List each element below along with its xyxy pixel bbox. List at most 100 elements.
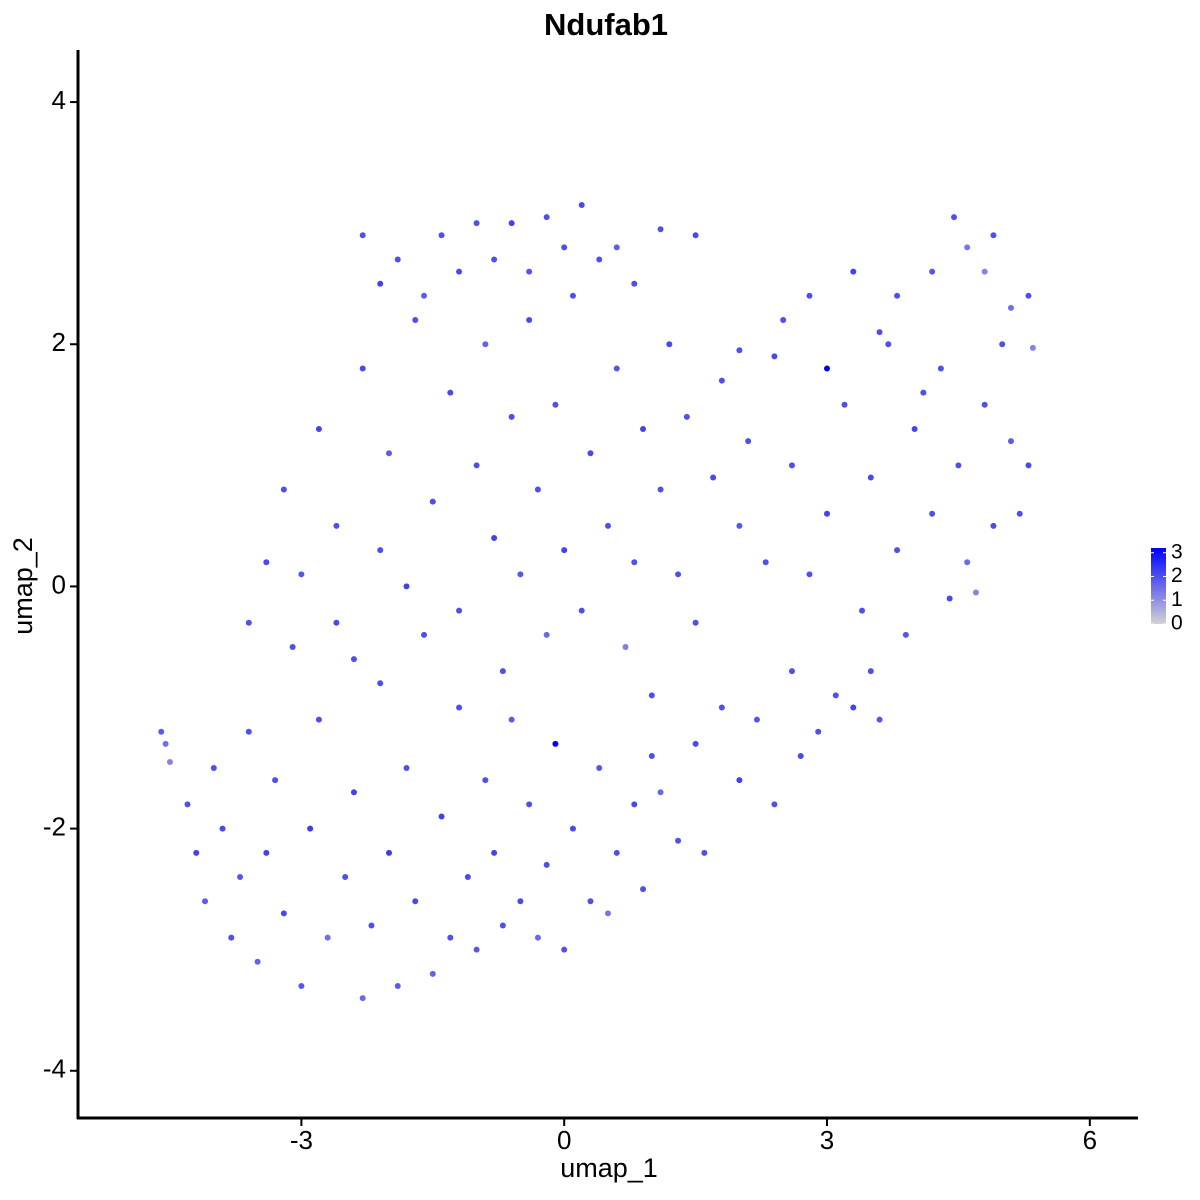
point — [710, 474, 717, 481]
point — [298, 571, 305, 578]
point — [951, 214, 958, 221]
point — [569, 825, 576, 832]
point — [824, 365, 831, 372]
point — [561, 946, 568, 953]
point — [859, 607, 866, 614]
point — [578, 607, 585, 614]
point — [981, 268, 988, 275]
colorbar — [1151, 548, 1166, 624]
point — [718, 704, 725, 711]
point — [394, 256, 401, 263]
point — [517, 571, 524, 578]
point — [569, 292, 576, 299]
point — [280, 486, 287, 493]
point — [263, 559, 270, 566]
point — [368, 922, 375, 929]
y-tick-label: 0 — [52, 569, 66, 599]
point — [1007, 304, 1014, 311]
point — [640, 886, 647, 893]
y-tick-label: 2 — [52, 327, 66, 357]
point — [631, 559, 638, 566]
point — [701, 849, 708, 856]
point — [1029, 344, 1036, 351]
point — [622, 643, 629, 650]
point — [692, 619, 699, 626]
point — [245, 728, 252, 735]
point — [692, 232, 699, 239]
point — [412, 898, 419, 905]
point — [280, 910, 287, 917]
x-tick-label: 6 — [1083, 1125, 1097, 1155]
point — [824, 510, 831, 517]
point — [832, 692, 839, 699]
point — [946, 595, 953, 602]
point — [359, 232, 366, 239]
point — [162, 740, 169, 747]
point — [613, 849, 620, 856]
point — [972, 589, 979, 596]
point — [736, 522, 743, 529]
point — [315, 716, 322, 723]
point — [377, 280, 384, 287]
point — [867, 668, 874, 675]
point — [482, 777, 489, 784]
point — [272, 777, 279, 784]
point — [894, 547, 901, 554]
point — [640, 426, 647, 433]
point — [771, 353, 778, 360]
point — [815, 728, 822, 735]
point — [657, 226, 664, 233]
point — [324, 934, 331, 941]
point — [552, 401, 559, 408]
point — [806, 292, 813, 299]
point — [657, 486, 664, 493]
point — [237, 874, 244, 881]
point — [508, 716, 515, 723]
point — [429, 498, 436, 505]
point — [447, 389, 454, 396]
point — [797, 752, 804, 759]
point — [561, 244, 568, 251]
point — [219, 825, 226, 832]
point — [193, 849, 200, 856]
point — [508, 220, 515, 227]
point — [894, 292, 901, 299]
y-axis-label: umap_2 — [8, 537, 38, 635]
point — [657, 789, 664, 796]
point — [166, 759, 173, 765]
point — [771, 801, 778, 808]
point — [438, 813, 445, 820]
point — [561, 547, 568, 554]
point — [692, 740, 699, 747]
point — [850, 704, 857, 711]
point — [1025, 462, 1032, 469]
point — [499, 922, 506, 929]
point — [491, 534, 498, 541]
point — [526, 801, 533, 808]
y-tick-label: -4 — [43, 1054, 66, 1084]
point — [990, 522, 997, 529]
point — [867, 474, 874, 481]
point — [964, 559, 971, 566]
point — [456, 704, 463, 711]
point — [394, 983, 401, 990]
point — [552, 740, 559, 747]
point — [158, 728, 165, 735]
point — [263, 849, 270, 856]
point — [902, 631, 909, 638]
point — [526, 268, 533, 275]
point — [491, 849, 498, 856]
point — [499, 668, 506, 675]
point — [307, 825, 314, 832]
point — [377, 680, 384, 687]
point — [605, 522, 611, 529]
chart-title: Ndufab1 — [544, 7, 668, 42]
point — [543, 214, 550, 221]
y-tick-label: 4 — [52, 85, 66, 115]
point — [421, 292, 428, 299]
point — [359, 365, 366, 372]
point — [333, 522, 340, 529]
point — [648, 692, 655, 699]
point — [491, 256, 498, 263]
point — [675, 837, 682, 844]
